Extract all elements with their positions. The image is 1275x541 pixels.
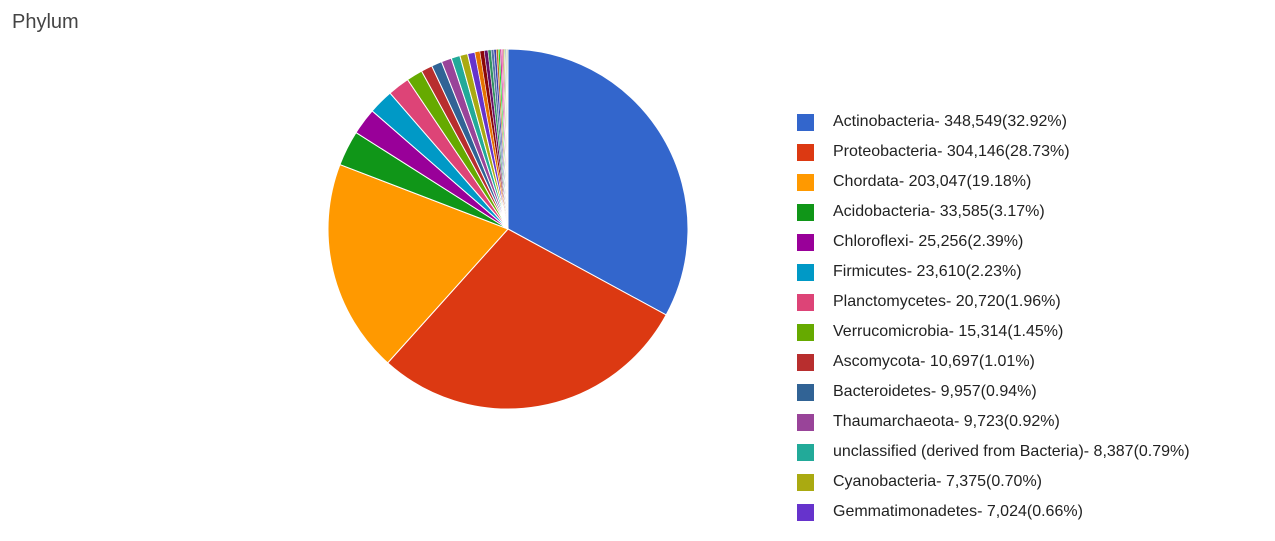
legend-percent: (3.17%) [988, 203, 1045, 220]
legend-swatch [797, 203, 814, 221]
legend-label: unclassified (derived from Bacteria) [833, 443, 1084, 460]
legend-value: - 203,047 [898, 173, 967, 190]
legend-label: Proteobacteria [833, 143, 938, 160]
legend-item[interactable]: unclassified (derived from Bacteria) - 8… [797, 437, 1190, 467]
pie-slice-2[interactable] [327, 163, 509, 364]
legend-value: - 20,720 [945, 293, 1005, 310]
legend-item[interactable]: Chloroflexi - 25,256 (2.39%) [797, 227, 1190, 257]
legend-percent: (1.45%) [1007, 323, 1064, 340]
legend-label: Verrucomicrobia [833, 323, 949, 340]
legend-item[interactable]: Acidobacteria - 33,585 (3.17%) [797, 197, 1190, 227]
legend-label: Bacteroidetes [833, 383, 931, 400]
legend-label: Cyanobacteria [833, 473, 937, 490]
legend-item[interactable]: Thaumarchaeota - 9,723 (0.92%) [797, 407, 1190, 437]
legend-value: - 23,610 [906, 263, 966, 280]
legend-item[interactable]: Proteobacteria - 304,146 (28.73%) [797, 137, 1190, 167]
legend-swatch [797, 263, 814, 281]
pie-slice-1[interactable] [386, 228, 667, 410]
legend-label: Planctomycetes [833, 293, 946, 310]
legend-percent: (2.39%) [967, 233, 1024, 250]
legend-swatch [797, 293, 814, 311]
legend-item[interactable]: Chordata - 203,047 (19.18%) [797, 167, 1190, 197]
legend-item[interactable]: Gemmatimonadetes - 7,024 (0.66%) [797, 497, 1190, 527]
legend-percent: (28.73%) [1004, 143, 1070, 160]
legend-value: - 8,387 [1083, 443, 1134, 460]
legend-label: Firmicutes [833, 263, 907, 280]
legend-label: Chloroflexi [833, 233, 909, 250]
legend-item[interactable]: Ascomycota - 10,697 (1.01%) [797, 347, 1190, 377]
legend-swatch [797, 143, 814, 161]
legend-item[interactable]: Bacteroidetes - 9,957 (0.94%) [797, 377, 1190, 407]
legend-item[interactable]: Planctomycetes - 20,720 (1.96%) [797, 287, 1190, 317]
legend-label: Chordata [833, 173, 899, 190]
legend-percent: (19.18%) [966, 173, 1032, 190]
legend-value: - 10,697 [920, 353, 979, 370]
legend-percent: (32.92%) [1002, 113, 1067, 130]
legend-item[interactable]: Cyanobacteria - 7,375 (0.70%) [797, 467, 1190, 497]
legend-swatch [797, 503, 814, 521]
legend-percent: (0.92%) [1003, 413, 1060, 430]
legend-swatch [797, 113, 814, 131]
legend-item[interactable]: Actinobacteria - 348,549 (32.92%) [797, 107, 1190, 137]
legend-value: - 33,585 [929, 203, 989, 220]
legend-label: Thaumarchaeota [833, 413, 954, 430]
legend-swatch [797, 173, 814, 191]
chart-title: Phylum [12, 11, 79, 33]
legend-percent: (1.01%) [978, 353, 1035, 370]
legend-label: Ascomycota [833, 353, 921, 370]
legend-value: - 348,549 [934, 113, 1002, 130]
legend-swatch [797, 353, 814, 371]
legend-value: - 7,024 [977, 503, 1027, 520]
legend-swatch [797, 413, 814, 431]
chart-legend: Actinobacteria - 348,549 (32.92%) Proteob… [797, 107, 1190, 527]
legend-value: - 25,256 [908, 233, 968, 250]
legend-value: - 15,314 [948, 323, 1008, 340]
legend-percent: (0.94%) [980, 383, 1037, 400]
legend-swatch [797, 323, 814, 341]
legend-label: Actinobacteria [833, 113, 935, 130]
legend-value: - 9,957 [930, 383, 981, 400]
legend-percent: (2.23%) [965, 263, 1022, 280]
legend-value: - 7,375 [936, 473, 986, 490]
legend-swatch [797, 383, 814, 401]
legend-label: Gemmatimonadetes [833, 503, 978, 520]
legend-item[interactable]: Verrucomicrobia - 15,314 (1.45%) [797, 317, 1190, 347]
legend-percent: (0.70%) [985, 473, 1043, 490]
legend-percent: (0.79%) [1133, 443, 1190, 460]
pie-slice-0[interactable] [507, 48, 689, 316]
legend-label: Acidobacteria [833, 203, 930, 220]
legend-swatch [797, 233, 814, 251]
legend-value: - 304,146 [937, 143, 1005, 160]
legend-percent: (0.66%) [1026, 503, 1083, 520]
legend-swatch [797, 473, 814, 491]
legend-item[interactable]: Firmicutes - 23,610 (2.23%) [797, 257, 1190, 287]
legend-percent: (1.96%) [1004, 293, 1061, 310]
legend-value: - 9,723 [953, 413, 1004, 430]
legend-swatch [797, 443, 814, 461]
